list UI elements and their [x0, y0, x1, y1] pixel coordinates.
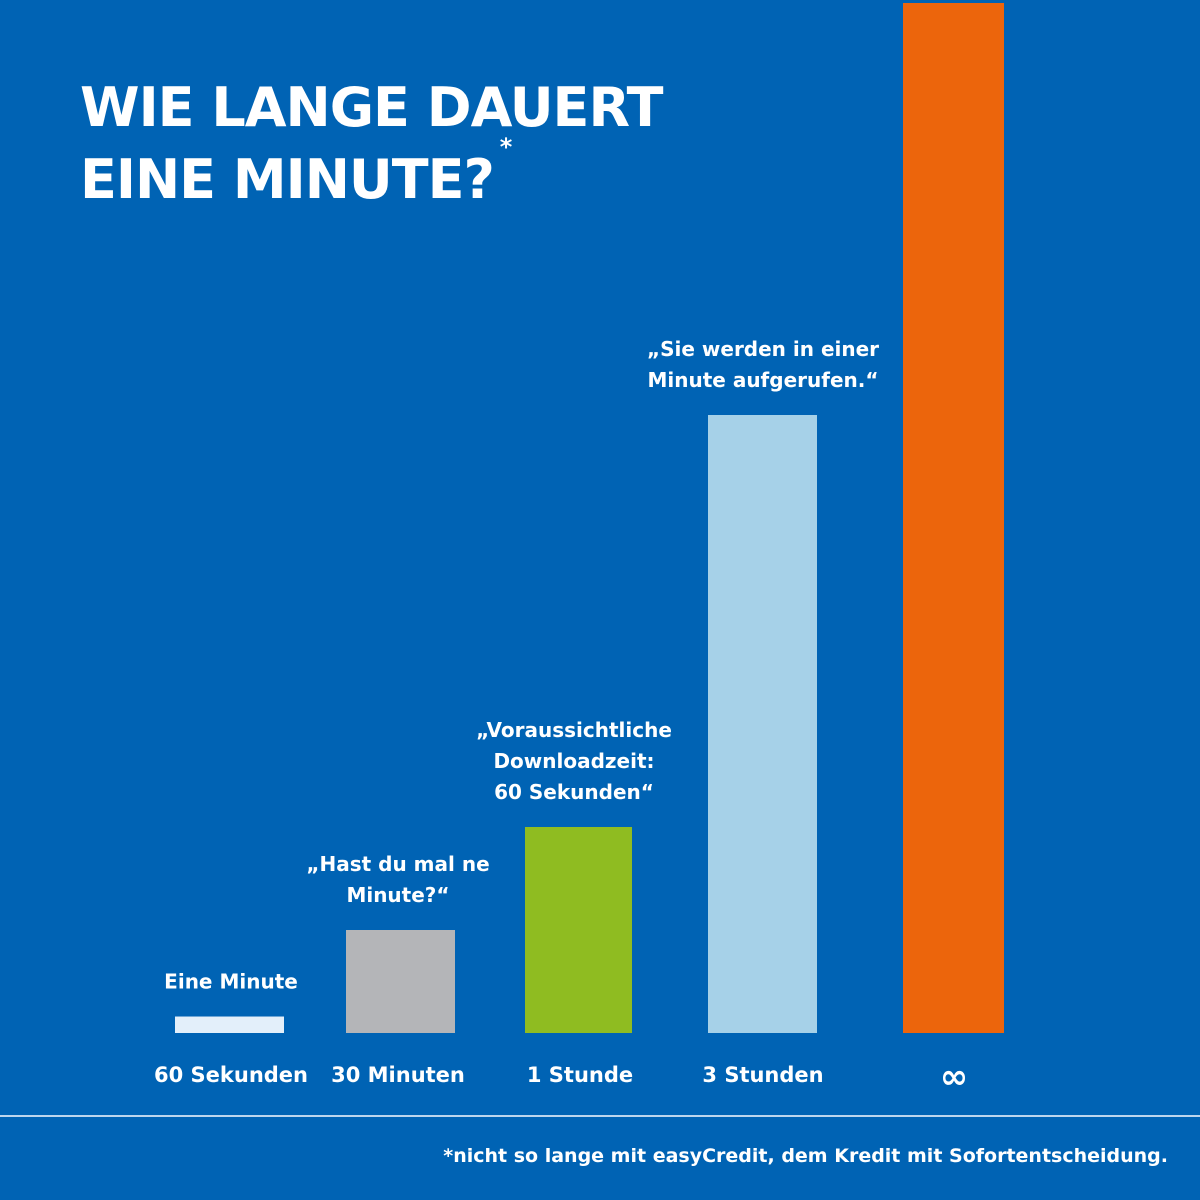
- annotation-2-line-2: Minute?“: [346, 883, 449, 907]
- bar-2: [346, 930, 455, 1033]
- title-asterisk: *: [499, 133, 513, 161]
- footnote: *nicht so lange mit easyCredit, dem Kred…: [443, 1145, 1168, 1167]
- annotation-3-line-3: 60 Sekunden“: [494, 780, 654, 804]
- annotation-1-line-1: Eine Minute: [164, 970, 298, 994]
- category-label-3: 1 Stunde: [527, 1063, 633, 1087]
- chart-title: WIE LANGE DAUERT EINE MINUTE?*: [80, 72, 663, 216]
- category-label-4: 3 Stunden: [702, 1063, 823, 1087]
- annotation-4-line-1: „Sie werden in einer: [647, 337, 879, 361]
- annotation-3-line-1: „Voraussichtliche: [476, 718, 672, 742]
- annotation-1: Eine Minute: [164, 970, 298, 994]
- title-line-2-text: EINE MINUTE?: [80, 148, 495, 211]
- title-line-2: EINE MINUTE?*: [80, 135, 662, 216]
- category-label-2: 30 Minuten: [331, 1063, 465, 1087]
- annotation-3-line-2: Downloadzeit:: [493, 749, 654, 773]
- annotation-4-line-2: Minute aufgerufen.“: [648, 368, 879, 392]
- category-label-5: ∞: [940, 1057, 968, 1097]
- bar-5: [903, 3, 1004, 1033]
- bar-1: [175, 1016, 284, 1033]
- category-label-1: 60 Sekunden: [154, 1063, 308, 1087]
- annotation-2: „Hast du mal ne Minute?“: [306, 852, 489, 907]
- annotation-3: „Voraussichtliche Downloadzeit: 60 Sekunde…: [476, 718, 672, 804]
- annotation-2-line-1: „Hast du mal ne: [306, 852, 489, 876]
- footer-divider: [0, 1115, 1200, 1117]
- annotation-4: „Sie werden in einer Minute aufgerufen.“: [647, 337, 879, 392]
- bar-3: [525, 827, 632, 1033]
- bar-4: [708, 415, 817, 1033]
- title-line-1: WIE LANGE DAUERT: [80, 76, 663, 139]
